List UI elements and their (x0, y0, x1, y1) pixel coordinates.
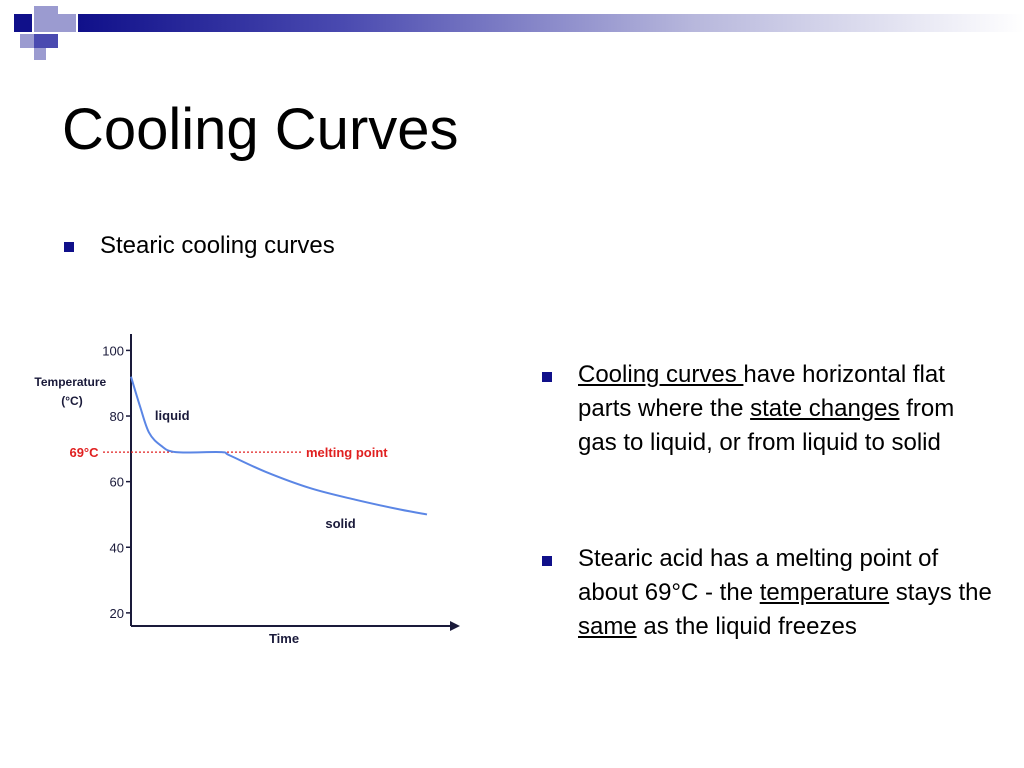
header-square-light (20, 34, 34, 48)
temperature-link[interactable]: temperature (759, 579, 890, 606)
header-square-dark (14, 14, 32, 32)
bullet-text-span: stays the (889, 579, 992, 606)
header-decoration (0, 0, 1024, 62)
liquid-annotation: liquid (155, 408, 190, 423)
cooling-curve-line (130, 376, 428, 516)
cooling-curves-link[interactable]: Cooling curves (578, 361, 744, 388)
square-bullet-icon (542, 556, 552, 566)
melting-point-value-label: 69°C (69, 445, 99, 460)
cooling-curve-chart: 100 80 60 40 20 Temperature (°C) Time 69°C m… (34, 334, 460, 646)
melting-point-label: melting point (306, 445, 388, 460)
slide-title: Cooling Curves (62, 97, 459, 162)
bullet-text-span: have horizontal flat parts where the (578, 361, 945, 422)
cooling-curves-bullet: Cooling curves have horizontal flat part… (578, 358, 998, 460)
y-axis-label: Temperature (°C) (34, 375, 109, 408)
header-square-light (34, 48, 46, 60)
header-square-mid (34, 34, 58, 48)
same-link[interactable]: same (578, 613, 637, 640)
square-bullet-icon (64, 242, 74, 252)
header-gradient-bar (78, 14, 1024, 32)
header-square-light (34, 6, 58, 32)
bullet-text-span: from gas to liquid, or from liquid to so… (578, 395, 955, 456)
state-changes-link[interactable]: state changes (750, 395, 900, 422)
y-tick-label: 20 (110, 606, 124, 621)
square-bullet-icon (542, 372, 552, 382)
x-axis-label: Time (269, 631, 299, 646)
sub-bullet-text: Stearic cooling curves (100, 232, 335, 259)
bullet-text-span: Stearic acid has a melting point of abou… (578, 545, 939, 606)
y-tick-label: 80 (110, 409, 124, 424)
y-tick-label: 40 (110, 540, 124, 555)
solid-annotation: solid (325, 516, 355, 531)
stearic-acid-bullet: Stearic acid has a melting point of abou… (578, 542, 998, 644)
header-square-light (58, 14, 76, 32)
y-tick-label: 60 (110, 475, 124, 490)
bullet-text-span: as the liquid freezes (636, 613, 857, 640)
y-tick-label: 100 (102, 343, 124, 358)
